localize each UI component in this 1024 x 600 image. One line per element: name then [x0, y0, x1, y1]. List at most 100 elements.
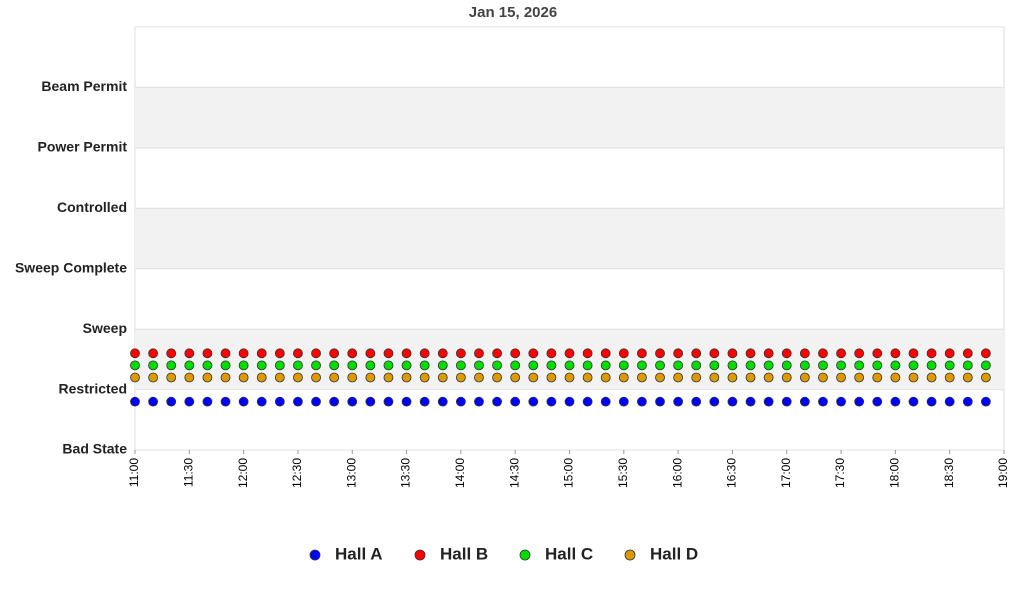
point: [365, 360, 376, 371]
point: [329, 348, 340, 359]
point: [763, 360, 774, 371]
point: [510, 396, 521, 407]
point: [980, 348, 991, 359]
legend-label: Hall C: [545, 544, 593, 563]
point: [383, 372, 394, 383]
point: [347, 372, 358, 383]
point: [546, 348, 557, 359]
point: [600, 348, 611, 359]
point: [763, 372, 774, 383]
point: [763, 348, 774, 359]
point: [474, 372, 484, 383]
x-tick-label: 19:00: [996, 458, 1010, 488]
point: [148, 348, 159, 359]
point: [184, 396, 195, 407]
point: [673, 360, 684, 371]
point: [709, 372, 720, 383]
point: [238, 348, 249, 359]
point: [347, 396, 358, 407]
point: [745, 396, 756, 407]
x-tick-label: 13:30: [399, 458, 413, 488]
point: [600, 396, 611, 407]
point: [510, 348, 521, 359]
x-tick-label: 12:30: [290, 458, 304, 488]
point: [274, 360, 285, 371]
point: [890, 396, 901, 407]
point: [727, 372, 738, 383]
point: [799, 360, 810, 371]
point: [618, 360, 629, 371]
point: [944, 372, 955, 383]
point: [130, 372, 140, 383]
point: [564, 360, 575, 371]
point: [781, 372, 792, 383]
point: [455, 348, 466, 359]
x-tick-label: 17:00: [779, 458, 793, 488]
point: [274, 396, 285, 407]
point: [130, 348, 140, 359]
point: [148, 372, 159, 383]
point: [655, 348, 665, 359]
point: [618, 348, 629, 359]
point: [510, 372, 521, 383]
point: [854, 360, 865, 371]
point: [637, 348, 647, 359]
point: [220, 396, 231, 407]
legend-label: Hall B: [440, 544, 488, 563]
point: [528, 360, 539, 371]
point: [854, 348, 865, 359]
point: [637, 360, 647, 371]
point: [655, 372, 665, 383]
point: [890, 348, 901, 359]
point: [419, 360, 430, 371]
point: [184, 348, 195, 359]
point: [799, 372, 810, 383]
point: [329, 360, 340, 371]
point: [419, 348, 430, 359]
point: [799, 348, 810, 359]
point: [274, 372, 285, 383]
point: [763, 396, 774, 407]
point: [311, 372, 321, 383]
point: [854, 396, 865, 407]
point: [691, 360, 702, 371]
point: [890, 372, 901, 383]
point: [600, 372, 611, 383]
point: [528, 396, 539, 407]
point: [673, 396, 684, 407]
point: [166, 348, 177, 359]
point: [546, 396, 557, 407]
point: [962, 348, 973, 359]
point: [437, 396, 448, 407]
x-tick-label: 18:30: [942, 458, 956, 488]
point: [727, 360, 738, 371]
point: [148, 360, 159, 371]
point: [401, 372, 412, 383]
point: [637, 372, 647, 383]
point: [347, 360, 358, 371]
point: [872, 348, 883, 359]
band: [135, 208, 1004, 269]
point: [546, 372, 557, 383]
point: [564, 396, 575, 407]
y-tick-label: Sweep Complete: [15, 259, 127, 275]
point: [781, 396, 792, 407]
x-tick-label: 11:30: [181, 458, 195, 487]
point: [673, 372, 684, 383]
legend-label: Hall D: [650, 544, 698, 563]
point: [854, 372, 865, 383]
y-tick-label: Sweep: [83, 320, 127, 336]
point: [980, 360, 991, 371]
legend-label: Hall A: [335, 544, 383, 563]
point: [908, 396, 919, 407]
point: [962, 372, 973, 383]
point: [274, 348, 285, 359]
y-tick-label: Controlled: [57, 199, 127, 215]
point: [437, 360, 448, 371]
point: [220, 348, 231, 359]
point: [401, 360, 412, 371]
point: [256, 396, 267, 407]
point: [365, 396, 376, 407]
point: [184, 372, 195, 383]
